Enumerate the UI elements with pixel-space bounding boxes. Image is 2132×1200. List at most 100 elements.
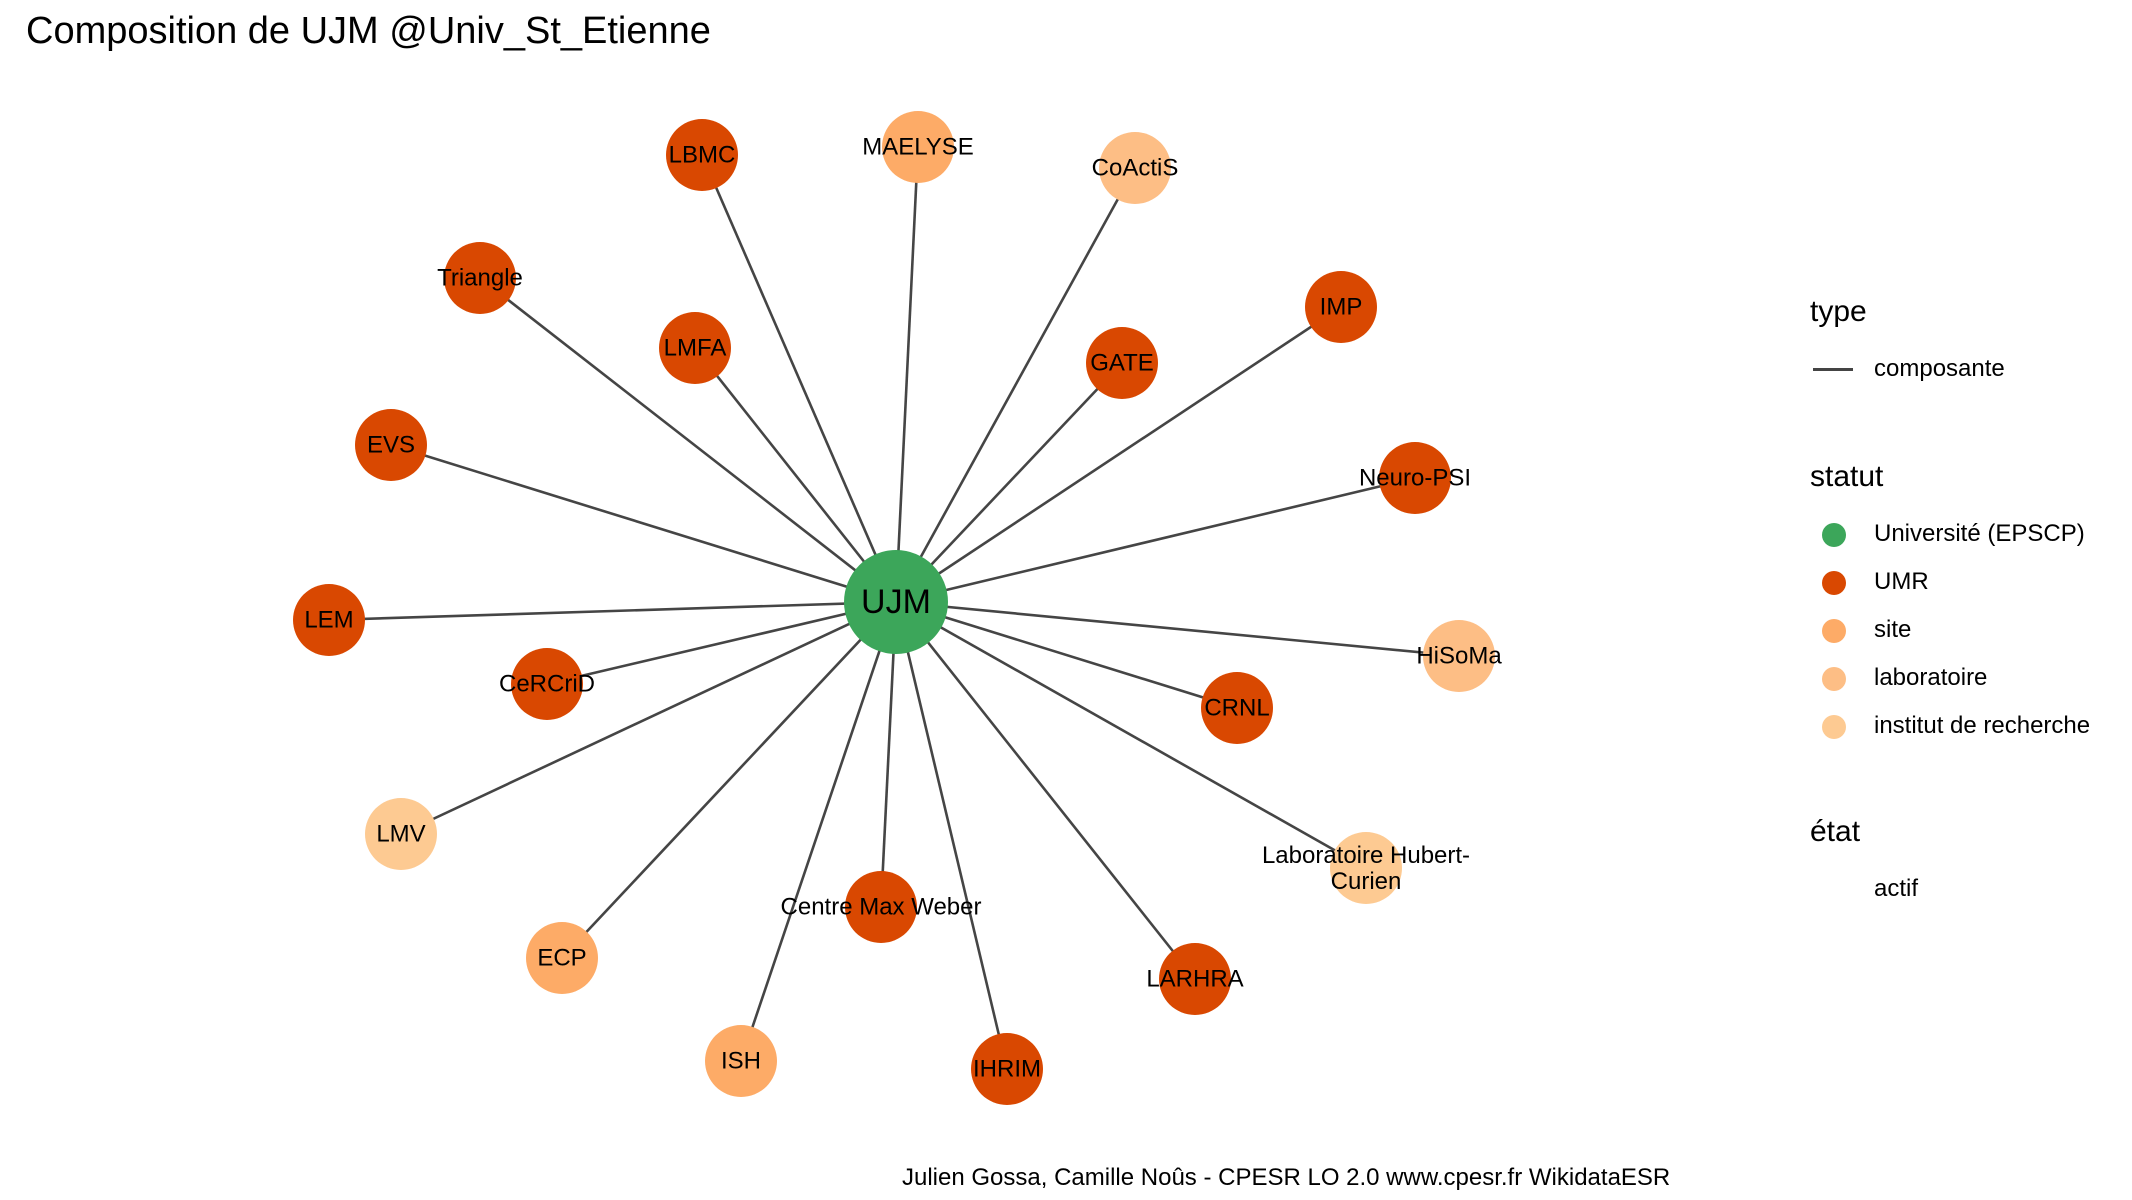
node-label: Laboratoire Hubert-Curien bbox=[1262, 841, 1470, 894]
legend-item-universite: Université (EPSCP) bbox=[1810, 510, 2090, 558]
edge-lbmc bbox=[700, 154, 898, 603]
node-circle bbox=[705, 1025, 777, 1097]
node-neuro-psi: Neuro-PSI bbox=[1359, 442, 1471, 514]
legend-type-title: type bbox=[1810, 295, 1867, 328]
legend-item-label: site bbox=[1874, 616, 1912, 643]
node-circle bbox=[971, 1033, 1043, 1105]
node-crnl: CRNL bbox=[1201, 672, 1273, 744]
edge-ihrim bbox=[894, 601, 1009, 1070]
node-circle bbox=[1159, 943, 1231, 1015]
legend-item-label: composante bbox=[1874, 355, 2005, 382]
node-circle bbox=[511, 648, 583, 720]
edge-crnl bbox=[895, 600, 1238, 710]
legend-type: type composante bbox=[1810, 295, 2005, 393]
node-label: Centre Max Weber bbox=[781, 894, 982, 921]
legend-statut: statut Université (EPSCP) UMR site labor… bbox=[1810, 460, 2090, 750]
legend-item-label: UMR bbox=[1874, 568, 1929, 595]
node-label: CeRCriD bbox=[499, 671, 595, 698]
legend-item-label: institut de recherche bbox=[1874, 712, 2091, 739]
node-label: Triangle bbox=[437, 265, 523, 292]
node-coactis: CoActiS bbox=[1092, 132, 1179, 204]
color-swatch bbox=[1822, 523, 1846, 547]
edge-maelyse bbox=[894, 146, 920, 603]
edge-triangle bbox=[479, 276, 897, 604]
node-maelyse: MAELYSE bbox=[862, 111, 974, 183]
chart-title: Composition de UJM @Univ_St_Etienne bbox=[26, 10, 711, 52]
edge-ish bbox=[739, 601, 898, 1062]
node-label: MAELYSE bbox=[862, 134, 974, 161]
node-ujm: UJM bbox=[844, 550, 948, 654]
node-imp: IMP bbox=[1305, 271, 1377, 343]
node-circle bbox=[1330, 832, 1402, 904]
node-circle bbox=[1201, 672, 1273, 744]
node-label: ISH bbox=[721, 1048, 761, 1075]
edge-imp bbox=[895, 305, 1342, 604]
node-label: HiSoMa bbox=[1416, 643, 1502, 670]
node-gate: GATE bbox=[1086, 327, 1158, 399]
node-cercrid: CeRCriD bbox=[499, 648, 595, 720]
node-circle bbox=[844, 550, 948, 654]
edges-layer bbox=[328, 146, 1460, 1070]
node-circle bbox=[659, 312, 731, 384]
node-label: UJM bbox=[861, 583, 931, 621]
legend-item-label: actif bbox=[1874, 875, 1919, 902]
node-circle bbox=[526, 922, 598, 994]
node-label: CoActiS bbox=[1092, 155, 1179, 182]
legend-item-laboratoire: laboratoire bbox=[1810, 654, 2090, 702]
node-circle bbox=[882, 111, 954, 183]
legend-statut-title: statut bbox=[1810, 460, 1884, 493]
legend-item-label: Université (EPSCP) bbox=[1874, 520, 2085, 547]
node-lmfa: LMFA bbox=[659, 312, 731, 384]
node-circle bbox=[293, 584, 365, 656]
node-laboratoire-hubert-curien: Laboratoire Hubert-Curien bbox=[1262, 832, 1470, 904]
legend-etat: état actif bbox=[1810, 815, 1918, 913]
color-swatch bbox=[1822, 715, 1846, 739]
node-label: EVS bbox=[367, 432, 415, 459]
edge-lem bbox=[328, 600, 897, 622]
node-circle bbox=[1086, 327, 1158, 399]
node-circle bbox=[845, 871, 917, 943]
node-label: Neuro-PSI bbox=[1359, 465, 1471, 492]
edge-gate bbox=[895, 362, 1123, 603]
node-label: IHRIM bbox=[973, 1056, 1041, 1083]
node-larhra: LARHRA bbox=[1146, 943, 1244, 1015]
edge-ecp bbox=[561, 601, 897, 959]
color-swatch bbox=[1822, 619, 1846, 643]
color-swatch bbox=[1822, 667, 1846, 691]
edge-evs bbox=[390, 443, 897, 604]
edge-neuro-psi bbox=[895, 476, 1416, 604]
edge-laboratoire-hubert-curien bbox=[895, 600, 1367, 870]
node-label: LBMC bbox=[669, 142, 736, 169]
node-circle bbox=[1379, 442, 1451, 514]
node-ihrim: IHRIM bbox=[971, 1033, 1043, 1105]
legend-item-umr: UMR bbox=[1810, 558, 2090, 606]
node-circle bbox=[1305, 271, 1377, 343]
node-label: LEM bbox=[304, 607, 353, 634]
legend-item-institut: institut de recherche bbox=[1810, 702, 2090, 750]
node-centre-max-weber: Centre Max Weber bbox=[781, 871, 982, 943]
node-circle bbox=[444, 242, 516, 314]
node-circle bbox=[365, 798, 437, 870]
color-swatch bbox=[1822, 571, 1846, 595]
node-ecp: ECP bbox=[526, 922, 598, 994]
node-label: GATE bbox=[1090, 350, 1154, 377]
node-circle bbox=[666, 119, 738, 191]
nodes-layer: LBMC MAELYSE CoActiS Triangle LMFA GATE IMP EVS… bbox=[293, 111, 1502, 1105]
node-label: CRNL bbox=[1204, 695, 1269, 722]
node-ish: ISH bbox=[705, 1025, 777, 1097]
legend-item-actif: actif bbox=[1810, 865, 1918, 913]
line-swatch bbox=[1810, 345, 1856, 393]
legend-item-composante: composante bbox=[1810, 345, 2005, 393]
legend-etat-title: état bbox=[1810, 815, 1861, 848]
edge-lmv bbox=[400, 600, 897, 836]
node-lem: LEM bbox=[293, 584, 365, 656]
edge-hisoma bbox=[895, 600, 1460, 658]
node-label: IMP bbox=[1320, 294, 1363, 321]
node-label: ECP bbox=[537, 945, 586, 972]
legend-item-site: site bbox=[1810, 606, 2090, 654]
node-lmv: LMV bbox=[365, 798, 437, 870]
node-label: LARHRA bbox=[1146, 966, 1243, 993]
edge-cercrid bbox=[546, 600, 897, 686]
caption: Julien Gossa, Camille Noûs - CPESR LO 2.… bbox=[902, 1164, 1671, 1191]
